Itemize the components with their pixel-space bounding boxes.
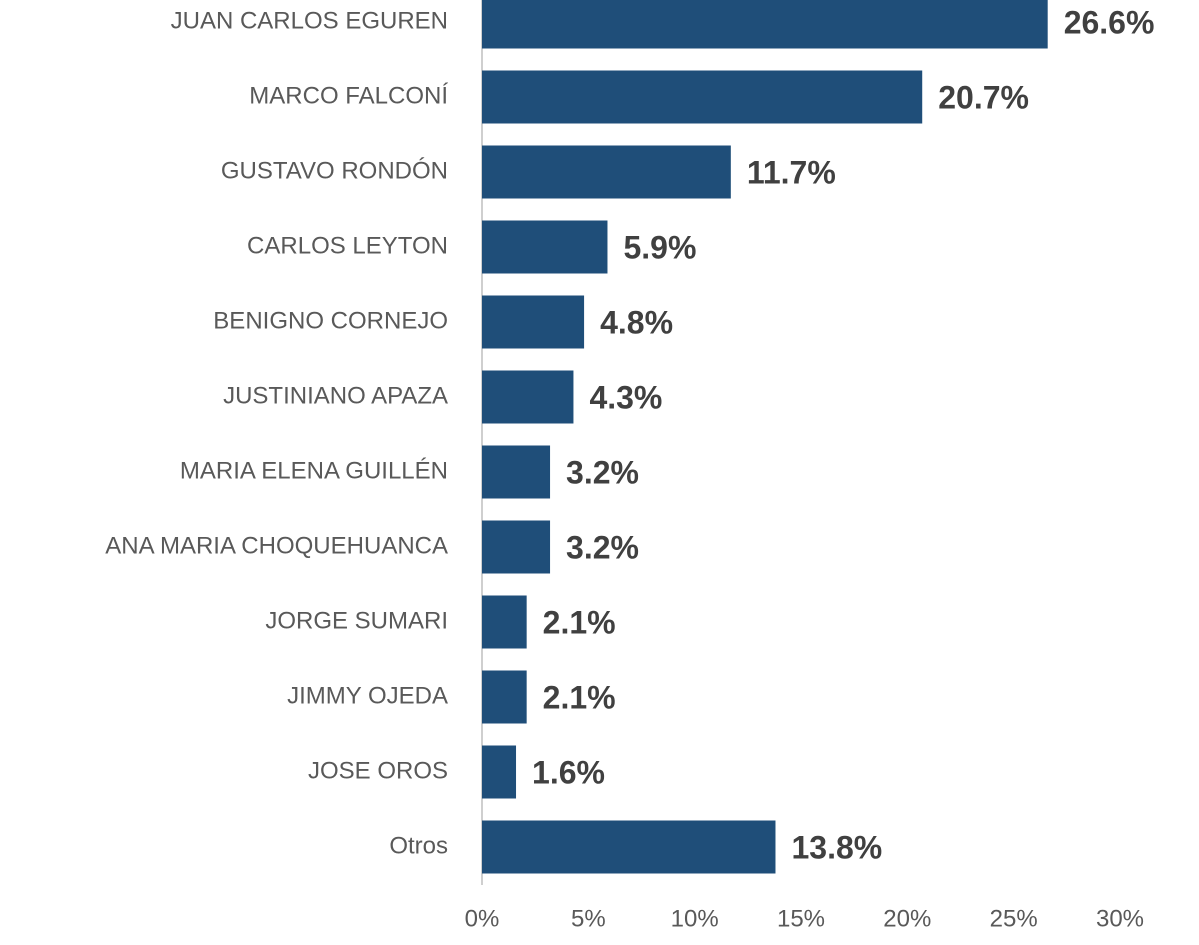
bar [482,70,923,124]
value-label: 4.8% [600,304,673,340]
x-tick-label: 5% [571,905,606,932]
bar [482,0,1048,49]
value-label: 1.6% [532,754,605,790]
value-label: 20.7% [938,79,1029,115]
value-label: 3.2% [566,454,639,490]
y-tick-label: MARIA ELENA GUILLÉN [180,457,448,484]
bar [482,370,574,424]
x-tick-label: 15% [777,905,825,932]
bar [482,520,551,574]
value-label: 4.3% [589,379,662,415]
x-tick-label: 30% [1096,905,1144,932]
y-tick-label: JIMMY OJEDA [287,682,448,709]
y-tick-label: JUAN CARLOS EGUREN [171,7,448,34]
bar [482,145,731,199]
y-tick-label: CARLOS LEYTON [247,232,448,259]
bar [482,445,551,499]
value-label: 2.1% [543,604,616,640]
bar [482,220,608,274]
y-tick-label: MARCO FALCONÍ [249,82,448,109]
x-tick-label: 25% [990,905,1038,932]
value-label: 13.8% [791,829,882,865]
bar [482,745,517,799]
bar [482,595,527,649]
bar [482,670,527,724]
y-tick-label: Otros [389,832,448,859]
y-tick-label: BENIGNO CORNEJO [213,307,448,334]
value-label: 2.1% [543,679,616,715]
value-label: 3.2% [566,529,639,565]
bar [482,295,585,349]
x-tick-label: 20% [883,905,931,932]
y-tick-label: JOSE OROS [308,757,448,784]
y-tick-label: ANA MARIA CHOQUEHUANCA [105,532,448,559]
bar [482,820,776,874]
x-tick-label: 0% [465,905,500,932]
value-label: 11.7% [747,154,836,190]
value-label: 5.9% [623,229,696,265]
y-tick-label: GUSTAVO RONDÓN [221,157,448,184]
y-tick-label: JORGE SUMARI [265,607,448,634]
x-tick-label: 10% [671,905,719,932]
value-label: 26.6% [1064,4,1155,40]
y-tick-label: JUSTINIANO APAZA [223,382,448,409]
